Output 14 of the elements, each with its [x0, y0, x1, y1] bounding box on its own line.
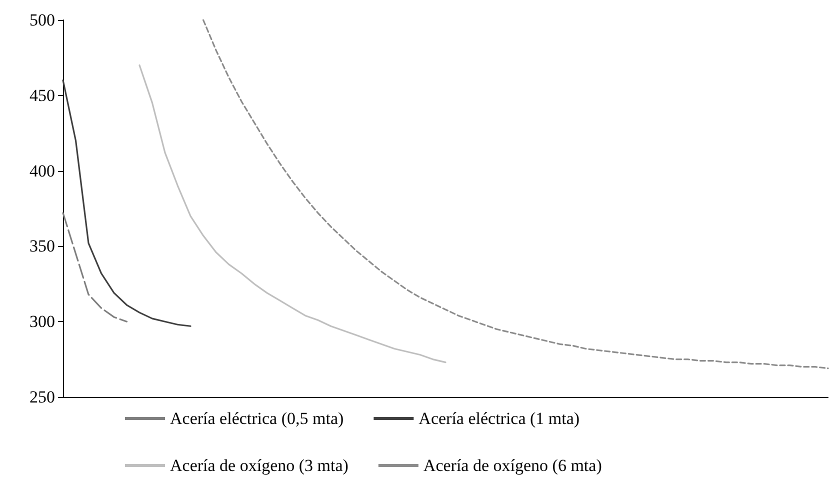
y-tick-label: 500 [30, 10, 55, 30]
legend-label: Acería de oxígeno (3 mta) [170, 456, 348, 475]
line-series [62, 212, 128, 322]
line-series [202, 19, 829, 370]
line-series [138, 64, 446, 364]
y-tick-label: 350 [30, 236, 55, 256]
legend-label: Acería eléctrica (1 mta) [418, 409, 580, 428]
line-series [62, 80, 192, 327]
y-tick-label: 400 [30, 161, 55, 180]
legend-label: Acería de oxígeno (6 mta) [423, 456, 602, 475]
y-tick-label: 300 [30, 312, 55, 332]
legend-label: Acería eléctrica (0,5 mta) [170, 409, 344, 428]
y-tick-label: 250 [30, 388, 55, 406]
y-tick-label: 450 [30, 86, 55, 105]
